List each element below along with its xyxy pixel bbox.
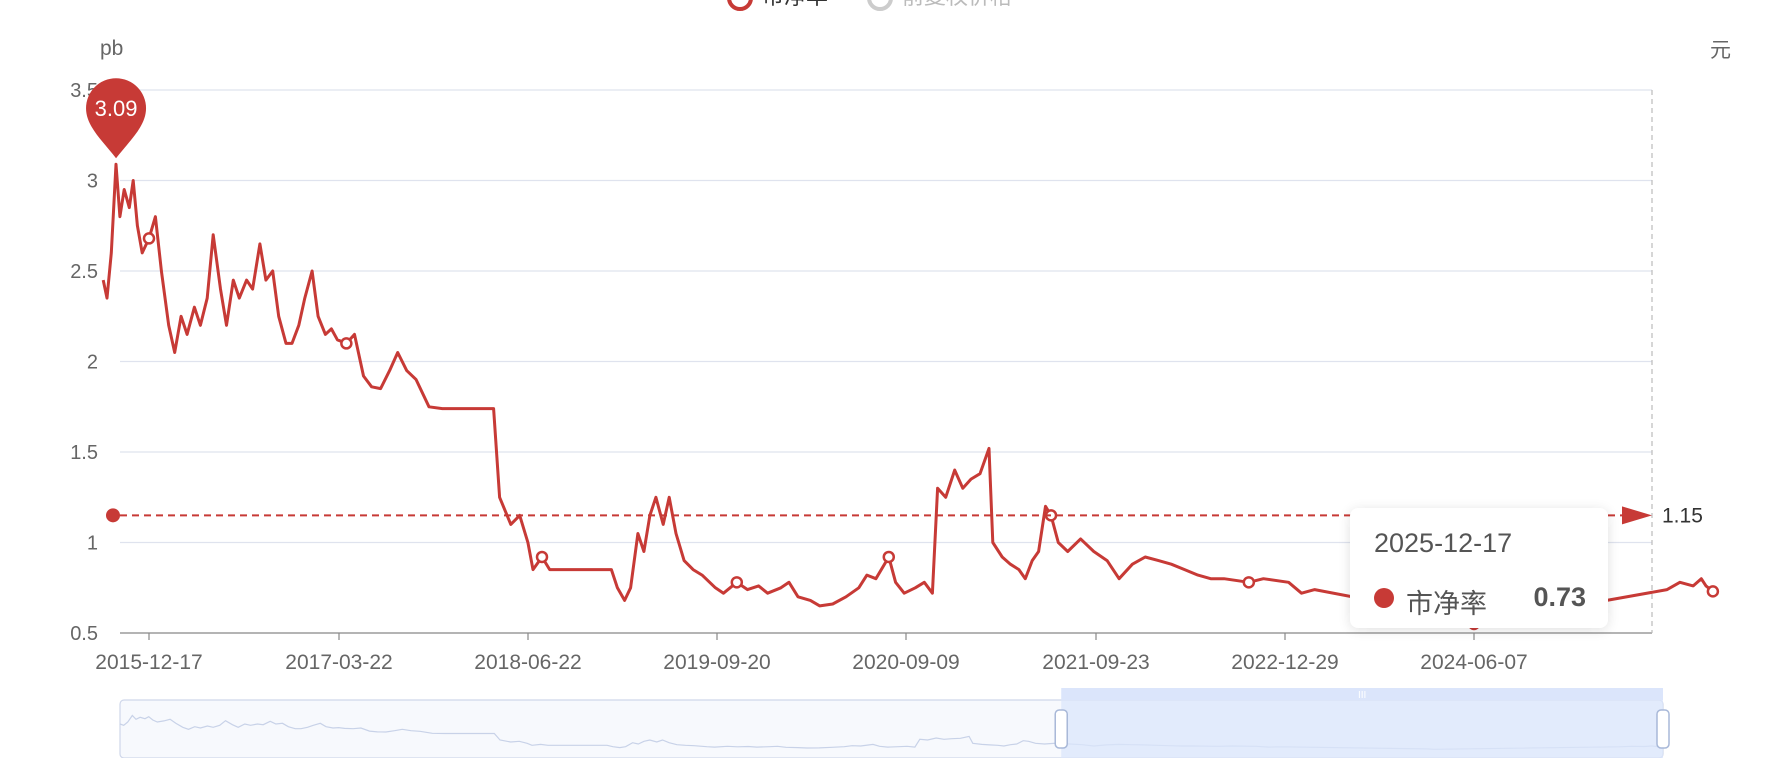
series-point[interactable]	[535, 550, 549, 564]
series-line[interactable]	[101, 162, 1714, 626]
datazoom-selected-range[interactable]	[1061, 700, 1663, 758]
y-axis-unit-label: pb	[100, 37, 123, 60]
y-tick-label: 1.5	[70, 442, 98, 464]
y-tick-label: 1	[87, 533, 98, 555]
x-tick-label: 2020-09-09	[852, 651, 959, 674]
series-layer[interactable]	[101, 162, 1720, 631]
tooltip-value: 0.73	[1533, 582, 1586, 612]
x-tick-label: 2017-03-22	[285, 651, 392, 674]
y-axis-ticks: 0.511.522.533.5	[70, 80, 98, 645]
max-pin-label: 3.09	[95, 96, 138, 121]
max-pin-marker: 3.09	[86, 78, 147, 159]
datazoom-right-handle[interactable]	[1656, 709, 1670, 749]
x-tick-label: 2018-06-22	[474, 651, 581, 674]
tooltip-series-name: 市净率	[1406, 589, 1487, 619]
series-point[interactable]	[340, 337, 353, 350]
y-tick-label: 2	[87, 352, 98, 374]
average-line-start-dot	[106, 508, 120, 523]
legend[interactable]: 市净率 前复权价格	[727, 0, 1012, 11]
x-axis-ticks: 2015-12-17 2017-03-22 2018-06-22 2019-09-20…	[95, 633, 1528, 674]
x-tick-label: 2024-06-07	[1420, 651, 1527, 674]
legend-marker-icon	[727, 0, 753, 11]
series-point[interactable]	[1706, 585, 1720, 598]
y-tick-label: 3	[87, 171, 98, 193]
y-tick-label: 0.5	[70, 623, 98, 645]
legend-marker-icon	[867, 0, 893, 11]
series-point[interactable]	[142, 232, 156, 245]
legend-label: 前复权价格	[902, 0, 1012, 9]
datazoom-left-handle[interactable]	[1054, 709, 1068, 749]
y2-axis-unit-label: 元	[1710, 39, 1731, 62]
series-point[interactable]	[882, 550, 896, 564]
series-point[interactable]	[730, 576, 744, 589]
pin-icon	[86, 78, 147, 159]
y-tick-label: 2.5	[70, 261, 98, 283]
tooltip-series-dot	[1374, 588, 1394, 608]
tooltip: 2025-12-17 市净率 0.73	[1350, 508, 1608, 628]
series-point[interactable]	[1242, 576, 1256, 589]
tooltip-date: 2025-12-17	[1374, 528, 1513, 558]
legend-label: 市净率	[762, 0, 828, 9]
x-tick-label: 2015-12-17	[95, 651, 202, 674]
legend-item[interactable]: 市净率	[727, 0, 828, 11]
average-line-label: 1.15	[1662, 504, 1703, 527]
grid-lines	[120, 89, 1653, 634]
x-tick-label: 2021-09-23	[1042, 651, 1149, 674]
legend-item[interactable]: 前复权价格	[867, 0, 1012, 11]
datazoom-move-handle-label: III	[1358, 690, 1366, 701]
datazoom-move-bar[interactable]	[1061, 688, 1663, 700]
datazoom-slider[interactable]: III	[119, 688, 1670, 759]
annotations-layer: 3.09 1.15	[86, 78, 1703, 527]
x-tick-label: 2019-09-20	[663, 651, 770, 674]
x-tick-label: 2022-12-29	[1231, 651, 1338, 674]
average-line-arrow-icon	[1622, 506, 1652, 525]
